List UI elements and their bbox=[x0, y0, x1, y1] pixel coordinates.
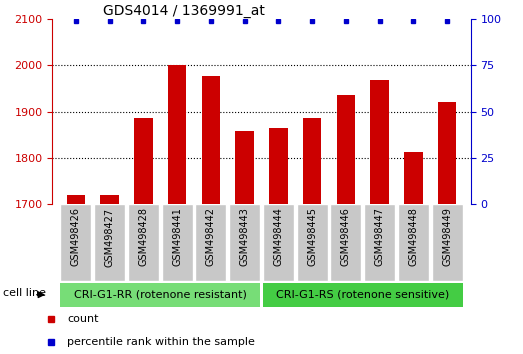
Text: count: count bbox=[67, 314, 99, 325]
Bar bbox=[235, 131, 254, 204]
Bar bbox=[94, 204, 125, 281]
Bar bbox=[66, 195, 85, 204]
Bar bbox=[269, 127, 288, 204]
Bar bbox=[337, 95, 355, 204]
Bar bbox=[100, 195, 119, 204]
Bar bbox=[229, 204, 260, 281]
Bar bbox=[60, 204, 92, 281]
Text: GSM498428: GSM498428 bbox=[139, 207, 149, 267]
Bar bbox=[196, 204, 226, 281]
Text: GSM498448: GSM498448 bbox=[408, 207, 418, 266]
Bar bbox=[331, 204, 361, 281]
Text: GDS4014 / 1369991_at: GDS4014 / 1369991_at bbox=[103, 5, 265, 18]
Text: cell line: cell line bbox=[3, 289, 46, 298]
Text: CRI-G1-RS (rotenone sensitive): CRI-G1-RS (rotenone sensitive) bbox=[276, 289, 449, 299]
Bar bbox=[431, 204, 463, 281]
Bar bbox=[263, 204, 294, 281]
Bar bbox=[128, 204, 159, 281]
Bar bbox=[162, 204, 192, 281]
Bar bbox=[398, 204, 429, 281]
Text: GSM498427: GSM498427 bbox=[105, 207, 115, 267]
Text: GSM498449: GSM498449 bbox=[442, 207, 452, 266]
Text: GSM498446: GSM498446 bbox=[341, 207, 351, 266]
Text: GSM498443: GSM498443 bbox=[240, 207, 249, 266]
Bar bbox=[134, 118, 153, 204]
Bar bbox=[404, 152, 423, 204]
Text: GSM498442: GSM498442 bbox=[206, 207, 216, 267]
Bar bbox=[297, 204, 327, 281]
Bar bbox=[364, 204, 395, 281]
Text: GSM498445: GSM498445 bbox=[307, 207, 317, 267]
Bar bbox=[303, 118, 322, 204]
Text: CRI-G1-RR (rotenone resistant): CRI-G1-RR (rotenone resistant) bbox=[74, 289, 247, 299]
Text: GSM498441: GSM498441 bbox=[172, 207, 182, 266]
Bar bbox=[201, 76, 220, 204]
Bar bbox=[60, 283, 260, 307]
Bar bbox=[263, 283, 463, 307]
Bar bbox=[370, 80, 389, 204]
Text: percentile rank within the sample: percentile rank within the sample bbox=[67, 337, 255, 348]
Text: GSM498426: GSM498426 bbox=[71, 207, 81, 267]
Text: GSM498447: GSM498447 bbox=[374, 207, 384, 267]
Bar bbox=[168, 65, 186, 204]
Text: GSM498444: GSM498444 bbox=[274, 207, 283, 266]
Bar bbox=[438, 102, 457, 204]
